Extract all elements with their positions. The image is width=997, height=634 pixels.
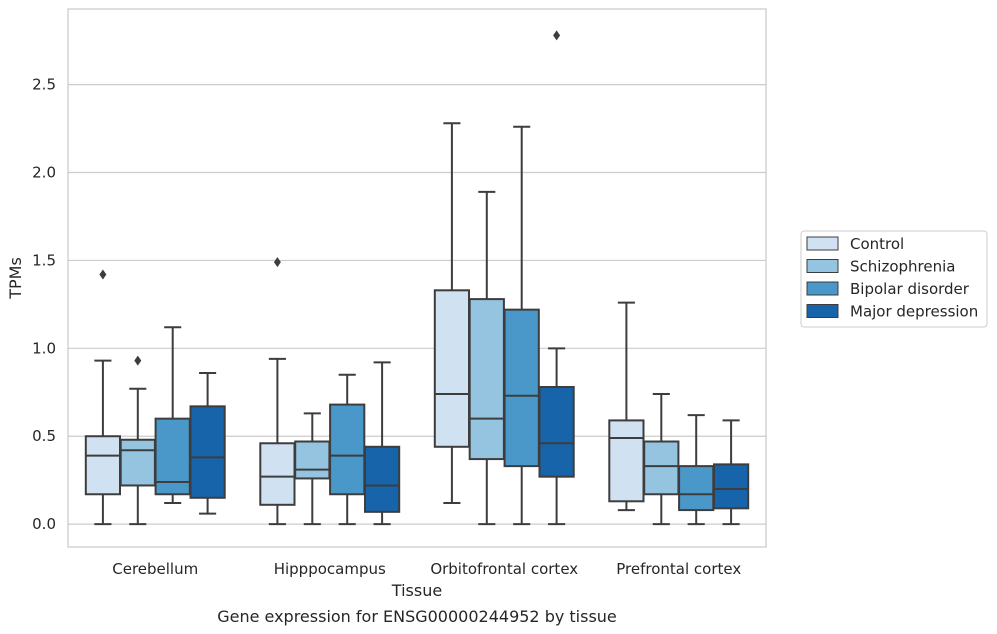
y-tick-label: 0.5 [32, 427, 56, 445]
x-tick-label: Hipppocampus [274, 560, 386, 578]
legend-frame [800, 230, 988, 328]
box [503, 308, 540, 468]
x-axis-ticks: Cerebellum Hipppocampus Orbitofrontal cort… [112, 560, 741, 578]
legend-swatch [806, 304, 839, 318]
outlier-point [134, 355, 142, 366]
legend-label: Schizophrenia [850, 258, 955, 276]
legend-label: Major depression [850, 303, 978, 321]
series-major-depression [189, 30, 750, 526]
legend-swatch [806, 259, 839, 273]
box [189, 405, 226, 499]
y-tick-label: 2.0 [32, 164, 56, 182]
legend-swatch [806, 281, 839, 296]
y-tick-label: 1.5 [32, 251, 56, 269]
outlier-point [553, 30, 561, 41]
outlier-point [273, 257, 281, 268]
y-tick-label: 0.0 [32, 515, 56, 533]
box [363, 445, 401, 513]
legend-label: Bipolar disorder [850, 280, 970, 298]
box [84, 435, 122, 496]
box [259, 442, 296, 506]
outlier-point [99, 269, 107, 280]
box [678, 465, 715, 512]
box-series [84, 30, 750, 526]
box [294, 440, 331, 480]
plot-frame [67, 8, 767, 548]
series-bipolar-disorder [154, 125, 715, 526]
y-tick-label: 1.0 [32, 339, 56, 357]
box [643, 440, 680, 496]
y-axis-label: TPMs [6, 257, 25, 300]
legend-swatch [806, 236, 839, 251]
y-tick-label: 2.5 [32, 76, 56, 94]
legend-label: Control [850, 235, 904, 253]
series-control [84, 122, 645, 526]
x-tick-label: Prefrontal cortex [616, 560, 741, 578]
box [119, 438, 156, 487]
box [608, 419, 645, 503]
box [468, 298, 505, 461]
box [712, 463, 750, 510]
x-axis-label: Tissue [391, 581, 442, 600]
y-axis-ticks: 0.0 0.5 1.0 1.5 2.0 2.5 [32, 76, 56, 534]
x-tick-label: Cerebellum [112, 560, 198, 578]
box [329, 403, 366, 496]
box [433, 289, 471, 448]
chart-title: Gene expression for ENSG00000244952 by t… [217, 607, 617, 626]
legend: Control Schizophrenia Bipolar disorder Majo… [800, 230, 988, 328]
x-tick-label: Orbitofrontal cortex [430, 560, 578, 578]
box [538, 386, 575, 478]
